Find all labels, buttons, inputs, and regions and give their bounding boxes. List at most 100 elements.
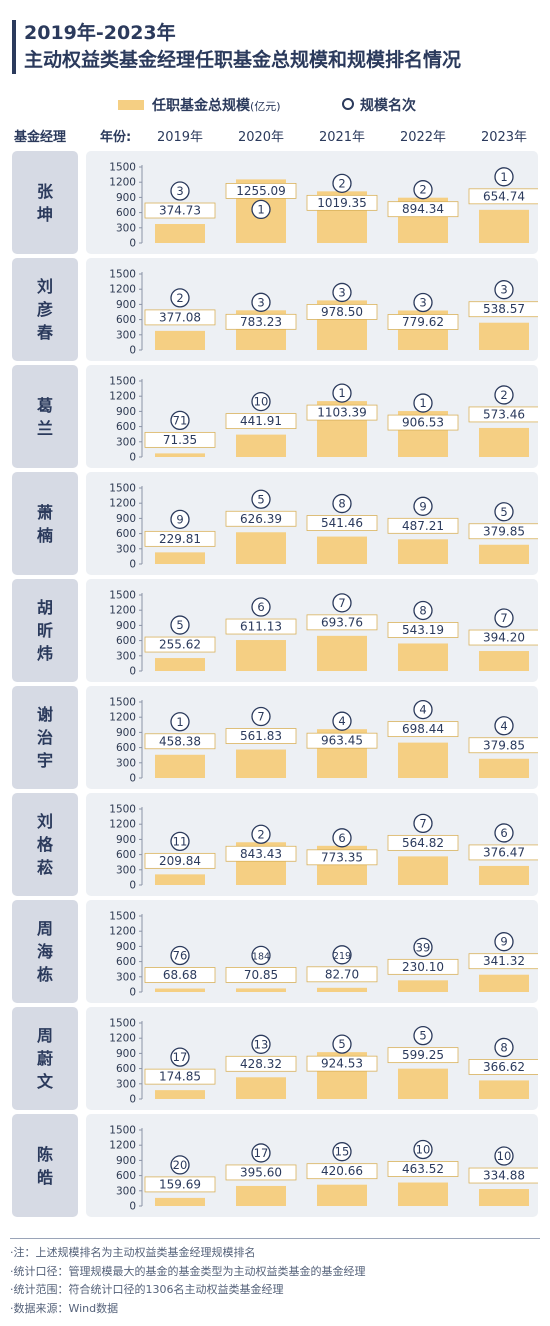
rank-circle	[494, 823, 514, 843]
data-label: 573.46	[483, 407, 525, 421]
data-label: 229.81	[159, 532, 201, 546]
rank-label: 3	[176, 184, 183, 198]
rank-circle	[332, 828, 352, 848]
y-tick-label: 1200	[109, 819, 136, 831]
manager-chart-panel: 0 300 600 900 1200 1500 68.68 76 70.85 184 82.70 21…	[86, 900, 538, 1003]
data-label-box	[468, 737, 538, 754]
bar	[155, 453, 205, 457]
bar	[317, 1184, 367, 1206]
rank-label: 2	[338, 176, 345, 190]
bar	[236, 434, 286, 457]
rank-circle	[494, 385, 514, 405]
year-header: 2022年	[399, 130, 447, 145]
data-label: 159.69	[159, 1177, 201, 1191]
bar	[479, 758, 529, 778]
data-label-box	[468, 301, 538, 318]
rank-label: 5	[257, 492, 264, 506]
bar	[479, 427, 529, 457]
rank-circle	[494, 280, 514, 300]
bar	[236, 640, 286, 671]
manager-chart-panel: 0 300 600 900 1200 1500 174.85 17 428.32 13 924.53…	[86, 1007, 538, 1110]
data-label: 541.46	[321, 516, 363, 530]
data-label: 924.53	[321, 1057, 363, 1071]
data-label: 174.85	[159, 1070, 201, 1084]
manager-row: 周海栋 0 300 600 900 1200 1500 68.68 76 70.85 184 82.7…	[12, 900, 538, 1003]
bar	[479, 544, 529, 564]
rank-circle	[494, 1146, 514, 1166]
manager-bar-chart: 0 300 600 900 1200 1500 159.69 20 395.60 17 420.66…	[109, 1125, 538, 1213]
rank-label: 219	[333, 951, 351, 962]
y-tick-label: 1500	[109, 911, 136, 923]
data-label-box	[306, 304, 378, 320]
data-label-box	[387, 958, 459, 975]
rank-label: 76	[173, 949, 188, 963]
rank-circle	[170, 831, 190, 852]
manager-name: 周海栋	[12, 900, 78, 1003]
data-label-box	[225, 1164, 297, 1181]
bar	[155, 1090, 205, 1099]
data-label-box	[144, 967, 216, 983]
y-tick-label: 300	[116, 864, 136, 876]
rank-label: 15	[335, 1145, 350, 1159]
bar	[398, 1182, 448, 1206]
y-tick-label: 0	[129, 452, 136, 464]
rank-label: 1	[419, 396, 426, 410]
data-label: 599.25	[402, 1048, 444, 1062]
data-label: 654.74	[483, 189, 525, 203]
rank-circle	[332, 593, 352, 613]
data-label: 458.38	[159, 734, 201, 748]
footer-notes: ·注：上述规模排名为主动权益类基金经理规模排名 ·统计口径：管理规模最大的基金的…	[10, 1244, 366, 1318]
manager-chart-panel: 0 300 600 900 1200 1500 159.69 20 395.60 17 420.66…	[86, 1114, 538, 1217]
manager-name-char: 宇	[36, 751, 53, 770]
manager-chart-panel: 0 300 600 900 1200 1500 255.62 5 611.13 6 693.76 7 5…	[86, 579, 538, 682]
rank-circle	[251, 199, 271, 220]
y-tick-label: 300	[116, 329, 136, 341]
title-line-2: 主动权益类基金经理任职基金总规模和规模排名情况	[24, 49, 462, 71]
data-label-box	[306, 1055, 378, 1072]
y-tick-label: 1500	[109, 483, 136, 495]
rank-circle	[494, 932, 514, 952]
manager-row: 张坤 0 300 600 900 1200 1500 374.73 3 1255.09 1 1019.…	[12, 151, 538, 254]
y-tick-label: 0	[129, 1094, 136, 1106]
y-tick-label: 600	[116, 635, 136, 647]
rank-label: 39	[416, 940, 431, 954]
rank-label: 2	[176, 291, 183, 305]
bar	[155, 330, 205, 350]
y-tick-label: 0	[129, 773, 136, 785]
y-tick-label: 600	[116, 742, 136, 754]
manager-row: 陈皓 0 300 600 900 1200 1500 159.69 20 395.60 17 420.…	[12, 1114, 538, 1217]
rank-label: 9	[500, 935, 507, 949]
bar	[155, 1197, 205, 1206]
data-label-box	[468, 844, 538, 861]
data-label-box	[387, 314, 459, 330]
rank-label: 8	[338, 497, 345, 511]
data-label-box	[468, 953, 538, 970]
rank-label: 9	[176, 512, 183, 526]
data-label-box	[225, 845, 297, 862]
rank-circle	[413, 1139, 433, 1160]
rank-label: 6	[338, 831, 345, 845]
footer-note: ·统计口径：管理规模最大的基金的基金类型为主动权益类基金的基金经理	[10, 1264, 366, 1278]
manager-name-char: 陈	[36, 1144, 53, 1164]
bar	[398, 643, 448, 671]
legend-rank-circle-icon	[342, 98, 354, 110]
bar	[155, 658, 205, 671]
data-label-box	[144, 309, 216, 326]
manager-name-char: 治	[36, 728, 53, 747]
rank-label: 5	[338, 1037, 345, 1051]
data-label: 779.62	[402, 315, 444, 329]
rank-circle	[332, 493, 352, 514]
rank-circle	[413, 937, 433, 957]
data-label-box	[144, 431, 216, 448]
y-tick-label: 1500	[109, 1018, 136, 1030]
rank-label: 7	[500, 611, 507, 625]
rank-circle	[251, 706, 271, 727]
rank-circle	[170, 615, 190, 635]
data-label-box	[306, 1163, 378, 1180]
page-title: 2019年-2023年 主动权益类基金经理任职基金总规模和规模排名情况	[24, 20, 461, 74]
data-label: 334.88	[483, 1169, 525, 1183]
rank-circle	[170, 945, 190, 966]
data-label-box	[387, 622, 459, 638]
rank-circle	[251, 597, 271, 617]
y-tick-label: 900	[116, 513, 136, 525]
